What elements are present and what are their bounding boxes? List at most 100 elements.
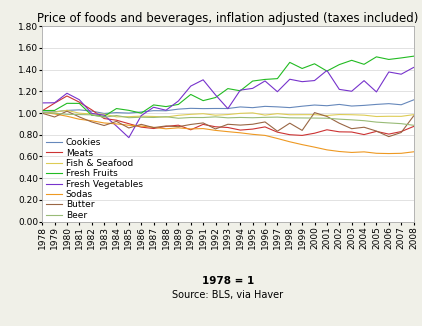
Sodas	[114, 122, 119, 126]
Beer	[102, 115, 107, 119]
Butter	[325, 114, 330, 118]
Fresh Vegetables	[163, 108, 168, 112]
Sodas	[262, 133, 268, 137]
Cookies	[287, 106, 292, 110]
Beer	[325, 116, 330, 120]
Cookies	[225, 107, 230, 111]
Beer	[225, 116, 230, 120]
Cookies	[163, 109, 168, 113]
Beer	[65, 112, 70, 116]
Sodas	[386, 152, 391, 156]
Fish & Seafood	[349, 113, 354, 117]
Meats	[200, 123, 206, 126]
Sodas	[126, 123, 131, 127]
Butter	[362, 125, 367, 129]
Beer	[262, 115, 268, 119]
Beer	[89, 113, 94, 117]
Fresh Vegetables	[176, 99, 181, 103]
Text: Source: BLS, via Haver: Source: BLS, via Haver	[172, 290, 284, 300]
Fish & Seafood	[238, 111, 243, 115]
Sodas	[40, 110, 45, 114]
Cookies	[325, 104, 330, 108]
Cookies	[399, 103, 404, 107]
Meats	[52, 101, 57, 105]
Fresh Fruits	[52, 109, 57, 112]
Meats	[163, 125, 168, 128]
Beer	[238, 115, 243, 119]
Line: Fresh Fruits: Fresh Fruits	[42, 56, 414, 116]
Fish & Seafood	[65, 108, 70, 112]
Beer	[411, 123, 416, 127]
Fish & Seafood	[40, 111, 45, 115]
Fresh Fruits	[126, 108, 131, 112]
Fresh Fruits	[40, 109, 45, 112]
Sodas	[188, 127, 193, 131]
Line: Meats: Meats	[42, 96, 414, 135]
Cookies	[411, 98, 416, 102]
Fish & Seafood	[77, 111, 82, 115]
Line: Fresh Vegetables: Fresh Vegetables	[42, 67, 414, 138]
Beer	[287, 116, 292, 120]
Sodas	[213, 128, 218, 132]
Butter	[126, 126, 131, 130]
Cookies	[77, 108, 82, 112]
Fish & Seafood	[325, 113, 330, 117]
Fish & Seafood	[250, 111, 255, 115]
Beer	[114, 113, 119, 117]
Beer	[200, 116, 206, 120]
Meats	[126, 122, 131, 126]
Butter	[238, 123, 243, 127]
Butter	[225, 122, 230, 126]
Sodas	[65, 114, 70, 118]
Beer	[399, 122, 404, 126]
Sodas	[337, 150, 342, 154]
Fresh Fruits	[151, 103, 156, 107]
Beer	[151, 115, 156, 119]
Fresh Fruits	[411, 54, 416, 58]
Fish & Seafood	[374, 114, 379, 118]
Cookies	[200, 107, 206, 111]
Fresh Fruits	[250, 79, 255, 83]
Fish & Seafood	[287, 113, 292, 117]
Beer	[312, 116, 317, 120]
Butter	[102, 124, 107, 127]
Meats	[349, 130, 354, 134]
Fresh Vegetables	[411, 66, 416, 69]
Beer	[52, 111, 57, 115]
Fresh Fruits	[163, 105, 168, 109]
Meats	[225, 126, 230, 129]
Fresh Vegetables	[300, 80, 305, 84]
Fresh Vegetables	[362, 79, 367, 82]
Fish & Seafood	[102, 112, 107, 116]
Butter	[275, 129, 280, 133]
Meats	[411, 125, 416, 128]
Sodas	[325, 148, 330, 152]
Butter	[300, 128, 305, 132]
Sodas	[200, 126, 206, 130]
Fresh Vegetables	[250, 86, 255, 90]
Butter	[337, 121, 342, 125]
Sodas	[52, 112, 57, 116]
Meats	[250, 127, 255, 131]
Fresh Fruits	[275, 77, 280, 81]
Fish & Seafood	[52, 110, 57, 114]
Fish & Seafood	[399, 114, 404, 118]
Fresh Fruits	[188, 93, 193, 96]
Fresh Fruits	[312, 62, 317, 66]
Cookies	[114, 111, 119, 114]
Meats	[176, 123, 181, 127]
Butter	[262, 120, 268, 124]
Cookies	[362, 103, 367, 107]
Fresh Fruits	[102, 114, 107, 118]
Meats	[300, 133, 305, 137]
Fish & Seafood	[163, 115, 168, 119]
Butter	[188, 123, 193, 126]
Cookies	[386, 102, 391, 106]
Cookies	[40, 110, 45, 114]
Cookies	[349, 104, 354, 108]
Title: Price of foods and beverages, inflation adjusted (taxes included): Price of foods and beverages, inflation …	[37, 12, 419, 25]
Sodas	[374, 151, 379, 155]
Butter	[250, 122, 255, 126]
Fresh Fruits	[238, 89, 243, 93]
Fresh Fruits	[77, 101, 82, 105]
